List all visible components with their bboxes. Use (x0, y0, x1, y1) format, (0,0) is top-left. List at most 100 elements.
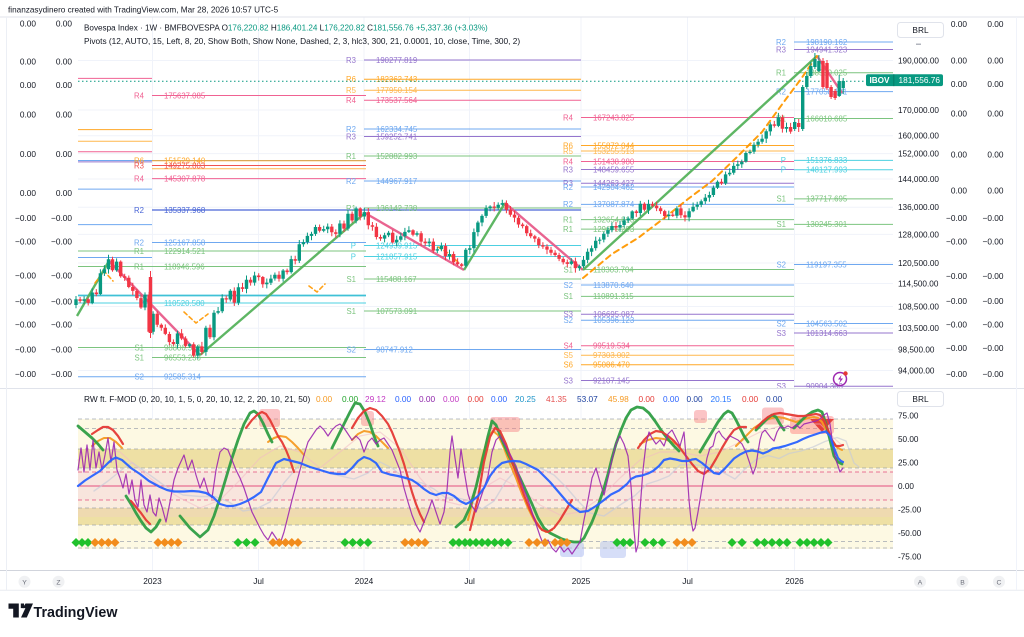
svg-text:−0.00: −0.00 (51, 270, 72, 280)
svg-text:S3: S3 (563, 310, 573, 319)
svg-text:R2: R2 (346, 177, 356, 186)
svg-text:−0.00: −0.00 (51, 320, 72, 330)
svg-text:105396.123: 105396.123 (593, 316, 634, 325)
svg-text:0.00: 0.00 (419, 394, 436, 404)
svg-text:198190.162: 198190.162 (806, 38, 847, 47)
svg-text:P: P (781, 166, 786, 175)
svg-text:118946.596: 118946.596 (164, 262, 205, 271)
svg-text:130245.301: 130245.301 (806, 220, 847, 229)
svg-text:0.00: 0.00 (987, 55, 1004, 65)
svg-text:106695.087: 106695.087 (593, 310, 634, 319)
svg-text:113870.640: 113870.640 (593, 281, 634, 290)
svg-text:R6: R6 (134, 157, 144, 166)
svg-text:94,000.00: 94,000.00 (898, 366, 935, 375)
svg-text:132654.810: 132654.810 (593, 215, 635, 224)
svg-text:−0.00: −0.00 (51, 296, 72, 306)
svg-text:−0.00: −0.00 (15, 296, 36, 306)
svg-text:P: P (781, 156, 786, 165)
svg-text:0.00: 0.00 (742, 394, 759, 404)
svg-text:0.00: 0.00 (20, 18, 37, 28)
svg-text:128,000.00: 128,000.00 (898, 230, 939, 239)
svg-text:194941.323: 194941.323 (806, 45, 847, 54)
svg-text:−0.00: −0.00 (15, 270, 36, 280)
svg-text:Jul: Jul (682, 576, 693, 586)
svg-text:IBOV: IBOV (869, 76, 890, 85)
svg-text:R4: R4 (563, 113, 574, 122)
svg-text:104563.502: 104563.502 (806, 319, 847, 328)
svg-text:R5: R5 (563, 147, 574, 156)
svg-text:114,500.00: 114,500.00 (898, 279, 939, 288)
svg-text:R2: R2 (346, 125, 356, 134)
svg-text:181,556.76: 181,556.76 (899, 75, 941, 85)
svg-text:S3: S3 (563, 376, 573, 385)
svg-text:S2: S2 (346, 345, 356, 354)
svg-text:R3: R3 (346, 56, 356, 65)
svg-text:20.15: 20.15 (711, 394, 732, 404)
svg-text:S1: S1 (563, 265, 573, 274)
svg-text:BRL: BRL (912, 25, 929, 35)
svg-text:98,500.00: 98,500.00 (898, 346, 935, 355)
svg-text:148459.655: 148459.655 (593, 165, 635, 174)
svg-text:190277.819: 190277.819 (376, 56, 417, 65)
svg-text:−0.00: −0.00 (983, 296, 1004, 306)
svg-text:0.00: 0.00 (639, 394, 656, 404)
svg-text:190,000.00: 190,000.00 (898, 56, 939, 65)
svg-text:R6: R6 (563, 141, 573, 150)
svg-text:0.00: 0.00 (766, 394, 783, 404)
svg-text:S1: S1 (776, 220, 786, 229)
svg-text:90904.363: 90904.363 (806, 382, 843, 391)
svg-text:−0.00: −0.00 (983, 369, 1004, 379)
svg-text:0.00: 0.00 (56, 188, 73, 198)
svg-text:50.00: 50.00 (898, 435, 919, 444)
svg-text:S6: S6 (563, 361, 573, 370)
svg-text:RW ft. F-MOD (0, 20, 10, 1, 5,: RW ft. F-MOD (0, 20, 10, 1, 5, 0, 20, 10… (84, 394, 311, 404)
svg-text:−0.00: −0.00 (15, 213, 36, 223)
svg-text:R1: R1 (563, 225, 573, 234)
svg-text:167243.825: 167243.825 (593, 113, 635, 122)
svg-text:R2: R2 (776, 38, 786, 47)
svg-text:S5: S5 (563, 351, 573, 360)
svg-text:R4: R4 (134, 91, 145, 100)
svg-text:2024: 2024 (355, 576, 374, 586)
svg-text:136142.738: 136142.738 (376, 204, 417, 213)
svg-text:S2: S2 (776, 260, 786, 269)
svg-text:0.00: 0.00 (951, 108, 968, 118)
svg-text:0.00: 0.00 (987, 149, 1004, 159)
svg-text:S1: S1 (776, 195, 786, 204)
svg-text:−0.00: −0.00 (51, 369, 72, 379)
svg-text:137087.874: 137087.874 (593, 200, 635, 209)
svg-text:-75.00: -75.00 (898, 552, 922, 561)
svg-text:0.00: 0.00 (20, 188, 37, 198)
svg-text:R3: R3 (776, 45, 786, 54)
svg-text:R4: R4 (134, 174, 145, 183)
svg-text:25.00: 25.00 (898, 458, 919, 467)
svg-text:96553.233: 96553.233 (164, 353, 201, 362)
svg-text:B: B (960, 579, 965, 586)
svg-text:175637.085: 175637.085 (164, 91, 206, 100)
svg-text:Y: Y (22, 579, 27, 586)
svg-text:160,000.00: 160,000.00 (898, 132, 939, 141)
svg-text:0.00: 0.00 (987, 19, 1004, 29)
svg-text:R4: R4 (346, 96, 357, 105)
svg-text:110891.315: 110891.315 (593, 292, 634, 301)
svg-text:Jul: Jul (253, 576, 264, 586)
svg-text:S3: S3 (776, 329, 786, 338)
svg-text:R6: R6 (346, 75, 356, 84)
svg-text:0.00: 0.00 (987, 79, 1004, 89)
svg-text:2025: 2025 (572, 576, 591, 586)
svg-text:−0.00: −0.00 (15, 369, 36, 379)
svg-text:Bovespa Index · 1W · BMFBOVESP: Bovespa Index · 1W · BMFBOVESPA O176,220… (84, 24, 488, 33)
svg-text:45.98: 45.98 (608, 394, 629, 404)
svg-text:29.12: 29.12 (365, 394, 386, 404)
svg-text:−0.00: −0.00 (15, 320, 36, 330)
svg-text:92585.314: 92585.314 (164, 373, 202, 382)
svg-text:0.00: 0.00 (951, 79, 968, 89)
svg-text:S1: S1 (134, 353, 144, 362)
svg-text:−0.00: −0.00 (946, 213, 967, 223)
svg-text:−0.00: −0.00 (51, 236, 72, 246)
svg-text:-50.00: -50.00 (898, 529, 922, 538)
svg-text:S3: S3 (776, 382, 786, 391)
svg-text:173537.564: 173537.564 (376, 96, 418, 105)
svg-text:0.00: 0.00 (951, 55, 968, 65)
svg-text:0.00: 0.00 (663, 394, 680, 404)
